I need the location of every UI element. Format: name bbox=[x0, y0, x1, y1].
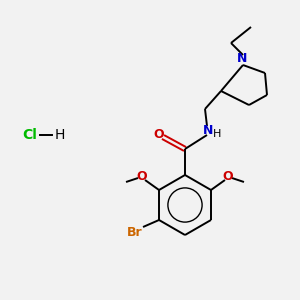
Text: N: N bbox=[237, 52, 247, 65]
Text: Br: Br bbox=[127, 226, 143, 238]
Text: Cl: Cl bbox=[22, 128, 38, 142]
Text: O: O bbox=[137, 169, 147, 182]
Text: O: O bbox=[223, 169, 233, 182]
Text: H: H bbox=[55, 128, 65, 142]
Text: N: N bbox=[203, 124, 213, 136]
Text: H: H bbox=[213, 129, 221, 139]
Text: O: O bbox=[154, 128, 164, 142]
